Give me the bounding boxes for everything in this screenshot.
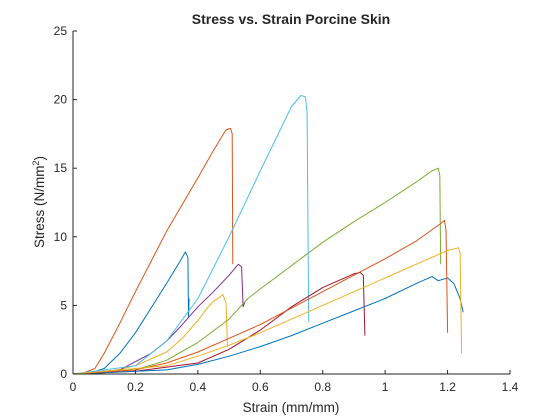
y-axis-label-superscript: 2: [31, 160, 41, 165]
y-tick-label: 25: [54, 24, 68, 38]
x-tick-label: 1.4: [502, 380, 519, 394]
y-tick-label: 20: [54, 93, 68, 107]
series-line-8: [72, 276, 464, 375]
y-tick-group: 0 5 10 15 20 25: [54, 24, 77, 381]
series-line-2: [72, 127, 234, 375]
x-tick-label: 0.6: [252, 380, 269, 394]
y-axis-label-base: Stress (N/mm: [32, 166, 47, 249]
series-layer: [72, 95, 464, 375]
series-line-9: [72, 219, 449, 375]
y-axis-label: Stress (N/mm2): [31, 156, 47, 248]
chart-title: Stress vs. Strain Porcine Skin: [192, 11, 390, 27]
series-line-6: [72, 95, 310, 375]
series-line-5: [72, 167, 442, 375]
x-tick-label: 0.4: [190, 380, 207, 394]
x-tick-label: 0.2: [127, 380, 144, 394]
y-tick-label: 15: [54, 161, 68, 175]
series-line-1: [72, 251, 190, 375]
x-tick-label: 1.2: [439, 380, 456, 394]
x-axis-label: Strain (mm/mm): [243, 400, 340, 415]
y-tick-label: 5: [60, 298, 67, 312]
series-line-7: [72, 272, 366, 375]
y-tick-label: 10: [54, 230, 68, 244]
y-axis-label-tail: ): [32, 156, 47, 161]
x-tick-group: 0 0.2 0.4 0.6 0.8 1 1.2 1.4: [70, 370, 519, 394]
x-tick-label: 0.8: [314, 380, 331, 394]
series-line-4: [72, 263, 246, 375]
series-line-10: [72, 247, 463, 375]
x-tick-label: 1: [382, 380, 389, 394]
y-tick-label: 0: [60, 367, 67, 381]
x-tick-label: 0: [70, 380, 77, 394]
plot-area: [73, 31, 510, 374]
